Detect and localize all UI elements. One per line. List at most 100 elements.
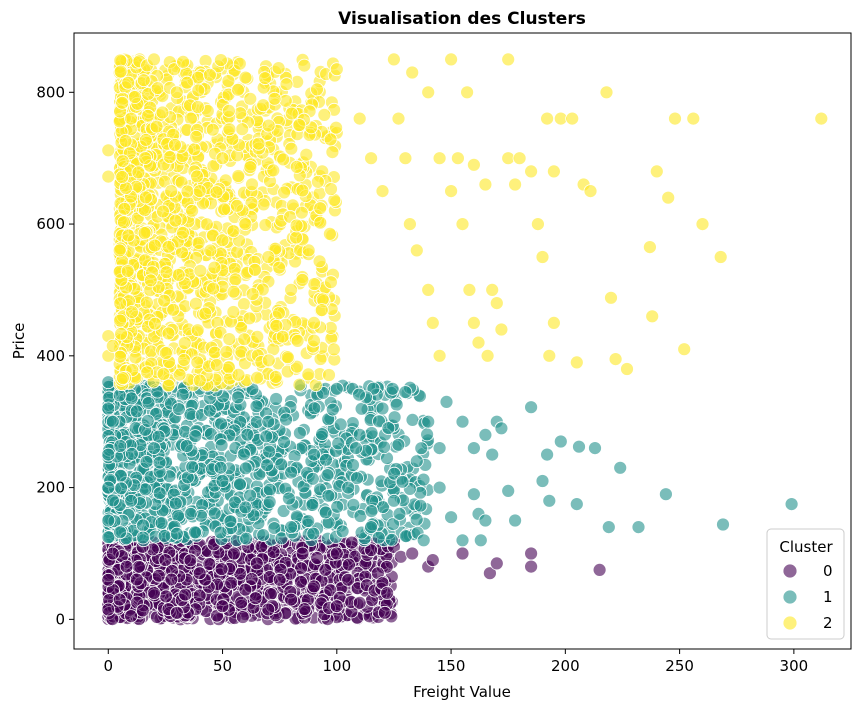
data-point [221,104,236,118]
data-point [214,562,229,576]
data-point [364,151,379,166]
data-point [141,396,156,410]
data-point [279,77,294,92]
data-point [189,129,204,144]
data-point [188,525,203,540]
data-point [547,315,561,330]
data-point [105,546,120,561]
data-point [274,457,289,472]
data-point [124,446,139,461]
data-point [713,250,728,264]
data-point [386,493,401,508]
data-point [535,474,550,488]
data-point [148,316,162,331]
data-point [243,160,258,175]
data-point [190,355,205,370]
data-point [414,441,429,456]
data-point [161,326,176,341]
data-point [101,447,116,462]
data-point [524,559,538,574]
data-point [310,551,325,565]
data-point [162,150,177,165]
data-point [101,401,116,416]
series-2-points [101,52,829,393]
data-point [215,599,230,614]
data-point [209,185,224,200]
data-point [231,367,246,382]
data-point [171,402,186,417]
data-point [213,525,228,540]
data-point [501,52,516,67]
data-point [677,342,692,357]
data-point [268,369,283,384]
data-point [323,583,338,598]
data-point [240,427,255,442]
data-point [244,572,259,586]
data-point [202,557,217,571]
data-point [421,414,436,429]
data-point [377,440,392,455]
data-point [192,373,207,388]
data-point [512,151,527,166]
data-point [352,387,366,402]
data-point [307,277,322,292]
data-point [230,390,245,405]
data-point [375,401,390,416]
data-point [346,458,360,472]
y-axis-ticks: 0 200 400 600 800 [36,83,74,628]
data-point [466,157,481,172]
data-point [432,480,447,495]
data-point [135,603,150,618]
data-point [301,514,316,528]
data-point [416,472,431,487]
data-point [222,332,237,347]
data-point [284,282,299,297]
data-point [258,71,273,85]
data-point [524,400,538,415]
data-point [261,414,276,429]
data-point [129,572,144,587]
data-point [266,545,281,559]
data-point [421,282,436,297]
data-point [531,217,545,232]
data-point [230,245,245,259]
data-point [310,82,324,97]
data-point [152,455,167,470]
data-point [190,169,204,184]
data-point [284,141,299,156]
data-point [297,602,312,616]
data-point [572,439,586,454]
data-point [668,111,682,126]
x-tick-label: 0 [104,657,114,675]
data-point [249,556,264,571]
y-axis-label: Price [10,323,28,360]
data-point [377,605,392,620]
data-point [140,413,155,428]
data-point [242,311,257,326]
data-point [317,108,332,122]
data-point [352,111,367,126]
data-point [180,184,195,199]
data-point [346,497,361,512]
data-point [131,165,146,180]
data-point [305,471,320,486]
data-point [124,391,139,406]
data-point [183,553,198,568]
data-point [262,482,277,497]
data-point [386,517,401,531]
data-point [455,217,470,232]
data-point [161,378,176,393]
data-point [312,254,327,269]
data-point [124,111,139,126]
data-point [450,151,465,166]
y-tick-label: 400 [36,347,65,365]
data-point [159,265,174,280]
data-point [138,132,153,147]
data-point [101,530,116,545]
y-tick-label: 0 [55,610,65,628]
x-tick-label: 150 [437,657,466,675]
data-point [542,493,557,508]
data-point [175,225,190,240]
data-point [136,530,150,545]
data-point [231,169,246,183]
